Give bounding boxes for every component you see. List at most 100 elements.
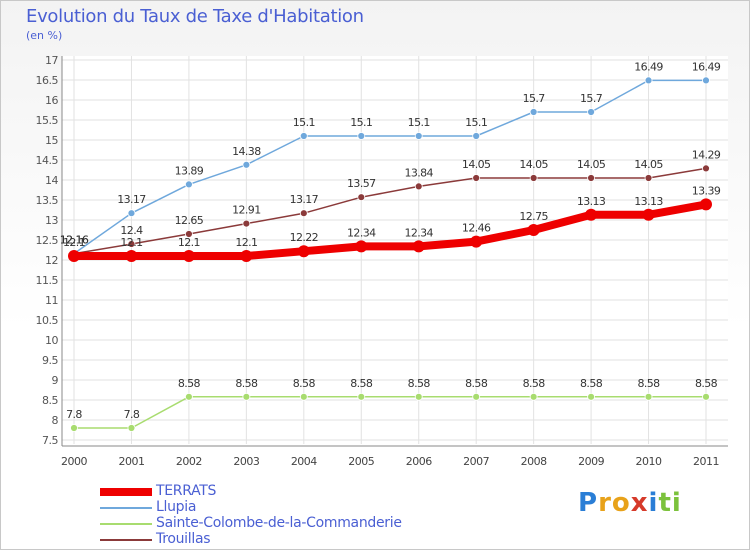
data-label-trouillas: 12.91 (232, 204, 261, 217)
data-label-sainte-colombe: 8.58 (580, 377, 603, 390)
data-label-terrats: 12.1 (63, 236, 85, 249)
x-tick-label: 2009 (578, 455, 604, 468)
data-point-trouillas (127, 240, 136, 248)
legend-item-sainte-colombe: Sainte-Colombe-de-la-Commanderie (100, 515, 440, 532)
data-point-terrats (412, 240, 425, 253)
data-label-terrats: 12.34 (404, 226, 433, 239)
data-label-terrats: 12.1 (178, 236, 200, 249)
legend-item-terrats: TERRATS (100, 483, 440, 500)
data-label-trouillas: 13.84 (404, 166, 433, 179)
chart-subtitle: (en %) (26, 29, 63, 42)
data-point-trouillas (529, 174, 538, 182)
data-point-sainte-colombe (299, 392, 308, 401)
data-label-llupia: 15.1 (293, 116, 315, 129)
y-tick-label: 17 (45, 54, 58, 67)
proxiti-logo: Proxiti (578, 488, 682, 518)
legend-swatch-sainte-colombe (100, 523, 152, 525)
data-point-llupia (299, 132, 308, 140)
data-point-terrats (642, 208, 655, 221)
data-point-trouillas (357, 193, 366, 202)
y-tick-label: 10 (45, 334, 58, 347)
data-label-llupia: 12.16 (60, 234, 89, 247)
data-label-terrats: 12.1 (235, 236, 257, 249)
data-label-sainte-colombe: 7.8 (66, 408, 82, 421)
data-label-llupia: 15.1 (408, 116, 430, 129)
data-point-trouillas (185, 230, 193, 238)
y-tick-label: 11 (45, 294, 58, 307)
data-label-trouillas: 14.05 (462, 158, 491, 171)
data-label-terrats: 12.34 (347, 226, 376, 239)
data-point-sainte-colombe (185, 392, 193, 401)
y-tick-label: 9 (52, 374, 59, 387)
series-line-sainte-colombe (73, 396, 707, 429)
y-tick-label: 15.5 (36, 114, 59, 127)
logo-letter: r (598, 488, 612, 518)
data-point-sainte-colombe (644, 392, 653, 401)
y-tick-label: 14.5 (36, 154, 59, 167)
data-point-terrats (355, 240, 368, 253)
x-tick-label: 2000 (61, 455, 87, 468)
data-label-sainte-colombe: 8.58 (465, 377, 488, 390)
data-point-sainte-colombe (357, 392, 366, 401)
logo-letter: P (578, 488, 599, 518)
data-point-sainte-colombe (127, 424, 136, 432)
legend-swatch-llupia (100, 507, 152, 509)
y-tick-label: 10.5 (36, 314, 59, 327)
data-point-llupia (529, 108, 538, 116)
data-point-terrats (68, 250, 80, 262)
data-label-trouillas: 12.16 (60, 234, 89, 247)
data-point-terrats (527, 224, 540, 236)
data-point-trouillas (472, 174, 481, 182)
data-point-terrats (297, 245, 310, 258)
data-point-llupia (242, 160, 251, 169)
legend-item-trouillas: Trouillas (100, 531, 440, 548)
legend-swatch-terrats (100, 488, 152, 496)
x-tick-label: 2007 (463, 455, 489, 468)
data-label-terrats: 12.75 (519, 210, 548, 223)
data-label-sainte-colombe: 8.58 (350, 377, 373, 390)
data-point-trouillas (702, 164, 710, 173)
data-label-trouillas: 12.65 (175, 214, 204, 227)
y-tick-label: 9.5 (42, 354, 58, 367)
data-point-llupia (472, 132, 481, 140)
data-label-llupia: 14.38 (232, 145, 261, 158)
data-label-sainte-colombe: 8.58 (178, 377, 201, 390)
logo-letter: o (611, 488, 631, 518)
data-point-terrats (700, 198, 712, 211)
series-line-llupia (73, 79, 707, 255)
data-label-sainte-colombe: 8.58 (695, 377, 718, 390)
data-point-sainte-colombe (70, 424, 78, 432)
x-tick-label: 2002 (176, 455, 202, 468)
data-label-sainte-colombe: 7.8 (124, 408, 140, 421)
data-label-trouillas: 14.29 (692, 148, 721, 161)
data-point-llupia (127, 209, 136, 218)
legend-label-llupia: Llupia (156, 499, 197, 515)
x-tick-label: 2001 (118, 455, 144, 468)
y-tick-label: 13.5 (36, 194, 59, 207)
data-point-llupia (185, 180, 193, 189)
y-tick-label: 13 (45, 214, 58, 227)
y-tick-label: 16 (45, 94, 58, 107)
data-point-terrats (125, 250, 138, 262)
x-tick-label: 2008 (521, 455, 547, 468)
y-tick-label: 8.5 (42, 394, 58, 407)
data-label-trouillas: 14.05 (577, 158, 606, 171)
data-point-llupia (702, 76, 710, 85)
data-point-terrats (240, 250, 253, 262)
data-label-trouillas: 13.57 (347, 177, 376, 190)
y-tick-label: 16.5 (36, 74, 59, 87)
data-point-sainte-colombe (414, 392, 423, 401)
data-label-sainte-colombe: 8.58 (523, 377, 546, 390)
data-point-terrats (182, 250, 195, 262)
data-point-trouillas (587, 174, 595, 182)
data-point-trouillas (414, 182, 423, 191)
data-point-trouillas (299, 209, 308, 218)
data-label-terrats: 12.22 (290, 231, 319, 244)
data-point-sainte-colombe (702, 392, 710, 401)
data-label-terrats: 12.1 (120, 236, 142, 249)
data-label-llupia: 15.7 (580, 92, 603, 105)
data-label-sainte-colombe: 8.58 (293, 377, 316, 390)
data-label-trouillas: 14.05 (634, 158, 663, 171)
data-label-sainte-colombe: 8.58 (235, 377, 258, 390)
